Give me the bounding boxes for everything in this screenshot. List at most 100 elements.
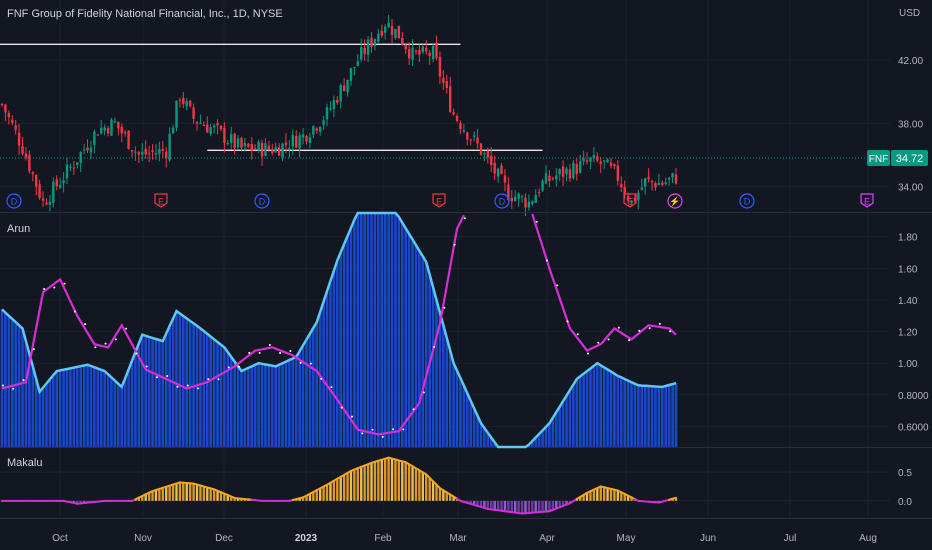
makalu-histogram-bar[interactable] <box>305 495 308 501</box>
candle-body[interactable] <box>510 197 513 202</box>
makalu-histogram-bar[interactable] <box>380 459 383 501</box>
candle-body[interactable] <box>493 162 496 174</box>
arun-histogram-bar[interactable] <box>199 328 202 447</box>
candle-body[interactable] <box>353 67 356 69</box>
makalu-histogram-bar[interactable] <box>226 495 230 501</box>
arun-histogram-bar[interactable] <box>34 379 38 447</box>
candle-body[interactable] <box>260 142 264 157</box>
candle-body[interactable] <box>120 126 123 134</box>
makalu-histogram-bar[interactable] <box>671 498 674 501</box>
arun-histogram-bar[interactable] <box>551 417 555 447</box>
arun-histogram-bar[interactable] <box>69 368 72 447</box>
makalu-histogram-bar[interactable] <box>336 478 339 501</box>
candle-body[interactable] <box>247 143 250 147</box>
makalu-histogram-bar[interactable] <box>178 482 182 501</box>
candle-body[interactable] <box>486 150 490 158</box>
arun-histogram-bar[interactable] <box>397 217 401 447</box>
arun-histogram-bar[interactable] <box>312 327 315 447</box>
arun-histogram-bar[interactable] <box>21 328 24 447</box>
candle-body[interactable] <box>346 79 349 93</box>
candle-body[interactable] <box>178 99 182 101</box>
event-marker-E[interactable]: E <box>860 193 874 208</box>
arun-histogram-bar[interactable] <box>633 383 637 447</box>
candle-body[interactable] <box>414 50 418 52</box>
candle-body[interactable] <box>206 124 209 133</box>
makalu-histogram-bar[interactable] <box>312 491 315 501</box>
arun-histogram-bar[interactable] <box>483 428 486 447</box>
makalu-histogram-bar[interactable] <box>329 482 332 501</box>
candle-body[interactable] <box>216 122 219 126</box>
arun-histogram-bar[interactable] <box>332 270 336 447</box>
price-axes[interactable]: 42.00 38.00 34.00 1.80 1.60 1.40 1.20 1.00 0.800… <box>898 56 929 508</box>
event-marker-D[interactable]: D <box>254 193 270 209</box>
makalu-histogram-bar[interactable] <box>390 458 394 501</box>
candle-body[interactable] <box>647 176 650 180</box>
candle-body[interactable] <box>599 161 602 164</box>
arun-histogram-bar[interactable] <box>305 339 308 447</box>
arun-histogram-bar[interactable] <box>229 356 233 447</box>
arun-histogram-bar[interactable] <box>602 367 606 447</box>
candle-body[interactable] <box>411 47 414 60</box>
candle-body[interactable] <box>274 147 277 153</box>
arun-histogram-bar[interactable] <box>267 365 271 447</box>
arun-histogram-bar[interactable] <box>65 369 69 447</box>
candle-body[interactable] <box>281 143 284 159</box>
arun-histogram-bar[interactable] <box>4 312 7 447</box>
makalu-histogram-bar[interactable] <box>483 500 486 508</box>
makalu-histogram-bar[interactable] <box>332 480 336 501</box>
arun-histogram-bar[interactable] <box>445 337 449 447</box>
makalu-histogram-bar[interactable] <box>517 500 520 514</box>
candle-body[interactable] <box>609 162 613 166</box>
arun-histogram-bar[interactable] <box>589 368 592 447</box>
candle-body[interactable] <box>52 181 55 203</box>
arun-histogram-bar[interactable] <box>377 213 380 447</box>
candle-body[interactable] <box>373 39 377 47</box>
makalu-histogram-bar[interactable] <box>404 462 407 501</box>
arun-histogram-bar[interactable] <box>154 338 158 447</box>
arun-histogram-bar[interactable] <box>578 376 582 447</box>
arun-histogram-bar[interactable] <box>630 382 633 447</box>
makalu-histogram-bar[interactable] <box>353 469 356 501</box>
arun-histogram-bar[interactable] <box>243 369 247 447</box>
arun-histogram-bar[interactable] <box>79 366 82 447</box>
arun-histogram-bar[interactable] <box>288 360 291 447</box>
candle-body[interactable] <box>568 169 572 179</box>
makalu-histogram-bar[interactable] <box>438 488 442 501</box>
candle-body[interactable] <box>513 196 517 201</box>
arun-histogram-bar[interactable] <box>48 379 52 447</box>
arun-histogram-bar[interactable] <box>188 320 192 447</box>
arun-histogram-bar[interactable] <box>418 250 421 447</box>
candle-body[interactable] <box>390 26 394 35</box>
candle-body[interactable] <box>295 135 298 148</box>
candle-body[interactable] <box>476 137 479 144</box>
ticker-price-badge[interactable]: FNF 34.72 <box>867 150 928 166</box>
makalu-histogram-bar[interactable] <box>613 489 616 501</box>
makalu-histogram-bar[interactable] <box>342 474 346 501</box>
arun-histogram-bar[interactable] <box>182 315 185 447</box>
arun-histogram-bar[interactable] <box>315 322 319 447</box>
arun-histogram-bar[interactable] <box>421 256 425 447</box>
arun-histogram-bar[interactable] <box>52 375 55 447</box>
arun-histogram-bar[interactable] <box>643 385 647 447</box>
arun-histogram-bar[interactable] <box>654 386 657 447</box>
candle-body[interactable] <box>267 145 271 150</box>
candle-body[interactable] <box>336 99 339 103</box>
candle-body[interactable] <box>55 179 58 187</box>
candle-body[interactable] <box>192 107 195 119</box>
candle-body[interactable] <box>469 139 472 141</box>
makalu-histogram-bar[interactable] <box>490 500 493 510</box>
arun-histogram-bar[interactable] <box>240 371 243 447</box>
candle-body[interactable] <box>435 42 438 59</box>
candle-body[interactable] <box>329 108 332 110</box>
event-marker-D[interactable]: D <box>494 193 510 209</box>
candle-body[interactable] <box>69 166 72 168</box>
candle-body[interactable] <box>38 184 41 198</box>
arun-pane[interactable] <box>0 211 678 449</box>
makalu-histogram-bar[interactable] <box>192 483 195 501</box>
makalu-histogram-bar[interactable] <box>548 500 551 512</box>
candle-body[interactable] <box>531 201 534 204</box>
makalu-histogram-bar[interactable] <box>616 490 620 501</box>
candle-body[interactable] <box>428 52 431 57</box>
makalu-histogram-bar[interactable] <box>202 486 206 501</box>
candle-body[interactable] <box>253 148 257 150</box>
